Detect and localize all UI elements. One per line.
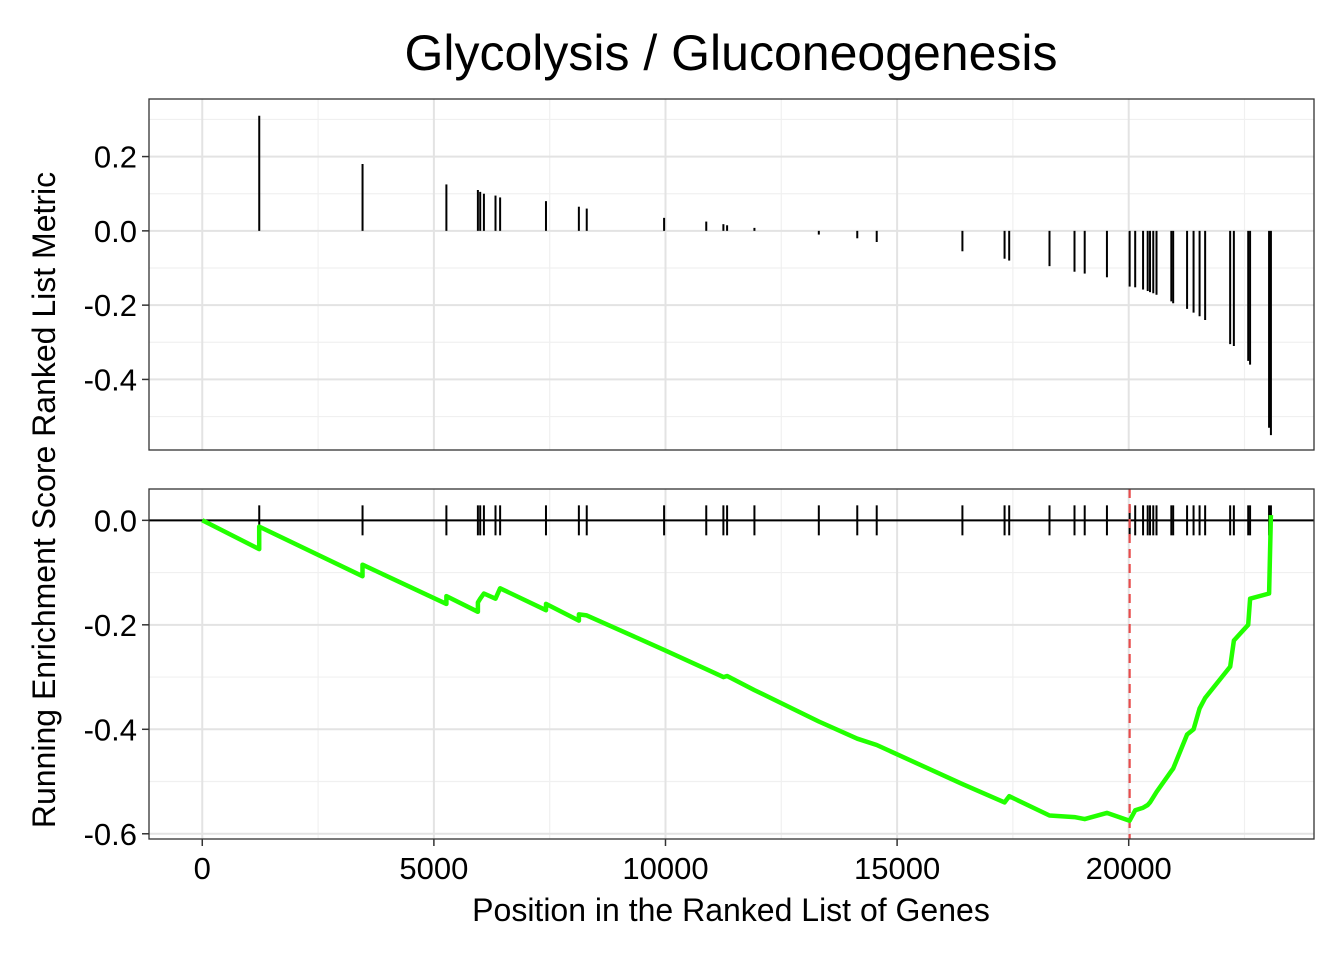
- x-tick-label: 5000: [399, 851, 468, 886]
- chart-title: Glycolysis / Gluconeogenesis: [404, 25, 1057, 81]
- x-tick-label: 15000: [854, 851, 940, 886]
- y-tick-label: -0.4: [84, 712, 137, 747]
- ranked-metric-frame: [148, 98, 1315, 451]
- enrichment-score-panel: 0.0 -0.2 -0.4 -0.6 0 5000 10000 15000 20000: [84, 488, 1315, 886]
- ranked-metric-bars: [258, 115, 1272, 436]
- enrichment-score-frame: [148, 488, 1315, 840]
- y-tick-label: -0.4: [84, 362, 137, 397]
- y-tick-label: 0.0: [94, 503, 137, 538]
- y-tick-label: 0.2: [94, 140, 137, 175]
- x-axis-label: Position in the Ranked List of Genes: [472, 892, 990, 928]
- ranked-metric-y-axis: 0.2 0.0 -0.2 -0.4: [84, 140, 149, 397]
- enrichment-score-y-axis: 0.0 -0.2 -0.4 -0.6: [84, 503, 149, 852]
- x-axis: 0 5000 10000 15000 20000: [194, 839, 1172, 886]
- y-tick-label: -0.2: [84, 288, 137, 323]
- y-tick-label: -0.2: [84, 608, 137, 643]
- ranked-metric-panel: 0.2 0.0 -0.2 -0.4: [84, 98, 1315, 451]
- running-enrichment-curve: [201, 515, 1274, 823]
- x-tick-label: 10000: [622, 851, 708, 886]
- y-axis-label: Running Enrichment Score Ranked List Met…: [26, 172, 62, 828]
- ranked-metric-grid: [149, 99, 1314, 450]
- y-tick-label: 0.0: [94, 214, 137, 249]
- y-tick-label: -0.6: [84, 817, 137, 852]
- x-tick-label: 0: [194, 851, 211, 886]
- enrichment-score-grid: [149, 489, 1314, 839]
- gene-hit-marks: [258, 505, 1272, 536]
- x-tick-label: 20000: [1086, 851, 1172, 886]
